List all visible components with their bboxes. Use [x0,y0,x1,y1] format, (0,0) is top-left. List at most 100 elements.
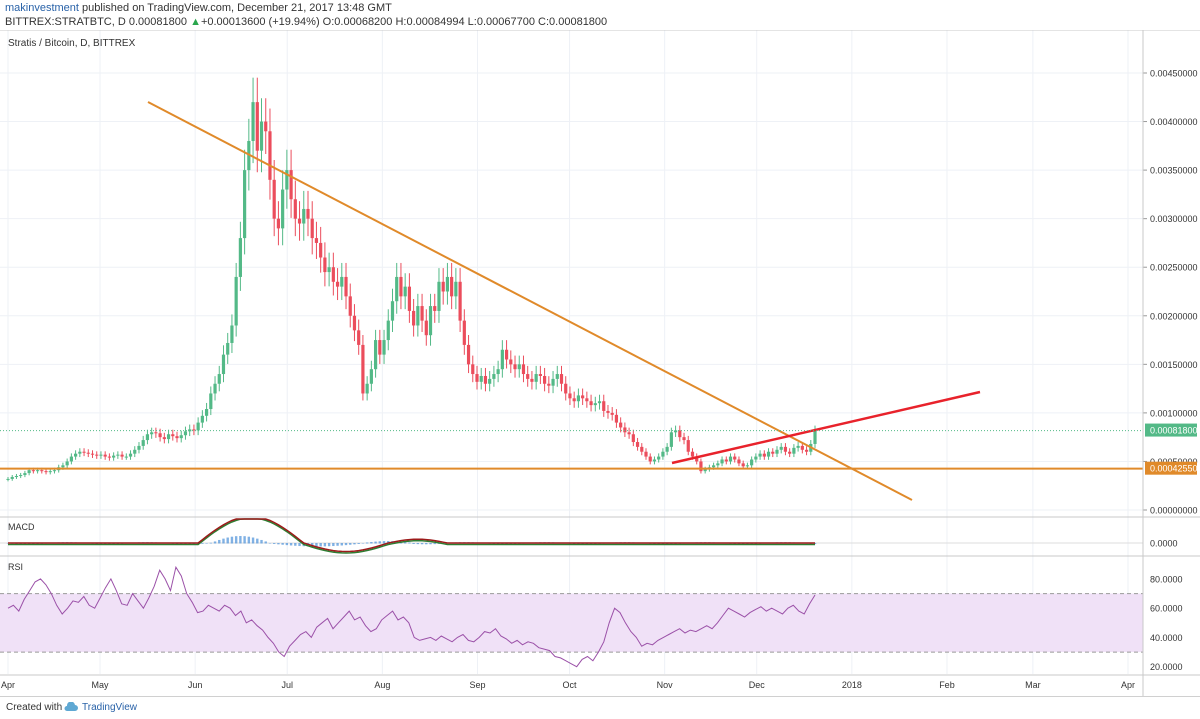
candle-body [741,463,745,467]
candle-body [124,456,128,458]
candle-body [243,170,247,239]
last-price-badge [1145,423,1197,437]
chart-area[interactable]: 0.00450000 0.00400000 0.00350000 0.00300000… [0,30,1200,696]
macd-histogram-bar [285,543,289,546]
candle-body [745,465,750,467]
close-label: C: [538,16,550,28]
candle-body [792,447,796,454]
candle-body [712,465,716,468]
candle-body [627,432,631,435]
candle-body [10,476,14,479]
candle-body [593,403,597,406]
candle-body [297,218,302,224]
macd-pane[interactable] [0,518,1143,555]
support-label: 0.00042550 [1150,464,1198,474]
macd-histogram-bar [357,543,360,544]
candle-body [720,459,724,464]
candle-body [682,437,686,441]
candle-body [788,451,792,454]
last-price-label: 0.00081800 [1150,426,1198,436]
candle-body [369,369,373,384]
candle-body [758,453,762,457]
candle-body [302,208,306,224]
descending-trendline [147,101,913,501]
candle-body [488,378,492,384]
macd-histogram-bar [425,543,428,545]
time-tick-label: Jul [281,680,293,690]
candle-body [568,393,572,399]
candle-body [813,430,817,444]
candle-body [750,459,754,466]
price-axis[interactable]: 0.00450000 0.00400000 0.00350000 0.00300000… [1143,69,1198,673]
time-tick-label: Jun [188,680,203,690]
candle-body [399,276,403,297]
created-with-text: Created with [6,702,63,713]
macd-histogram-bar [315,543,318,547]
candle-body [378,340,382,355]
candle-body [733,456,737,460]
candle-body [166,434,171,440]
candle-body [319,242,323,258]
candle-body [526,374,530,379]
candle-body [289,170,293,200]
candle-body [327,267,331,273]
macd-histogram-bar [336,543,339,546]
macd-histogram-bar [264,541,267,544]
candle-body [602,401,606,411]
candle-body [589,401,593,406]
candle-body [492,374,496,379]
rsi-series [7,565,816,668]
macd-histogram-bar [205,543,208,544]
price-pane[interactable] [0,30,1143,516]
trendline-drawings[interactable] [0,101,1143,501]
candle-body [724,459,728,462]
macd-histogram-bar [294,543,297,546]
candle-body [340,276,344,287]
macd-histogram-bar [251,537,255,544]
rsi-band [0,593,1143,653]
time-tick-label: Oct [563,680,578,690]
candle-body [479,375,483,382]
tradingview-link[interactable]: TradingView [64,700,144,716]
candle-body [728,456,733,462]
candle-body [581,395,585,399]
candle-body [699,461,703,472]
rsi-tick-label: 60.0000 [1150,604,1183,614]
macd-histogram-bar [382,541,386,544]
signal-line [8,518,815,553]
macd-histogram-bar [416,543,420,545]
candle-body [6,478,10,480]
time-tick-label: Mar [1025,680,1041,690]
candle-body [631,434,635,443]
candle-body [65,461,69,466]
macd-histogram-bar [289,543,293,546]
candle-body [323,257,327,273]
candle-body [530,378,534,382]
candle-body [458,281,462,321]
candle-body [572,398,576,402]
tradingview-brand: TradingView [82,702,138,713]
candle-body [661,451,665,457]
candle-body [344,276,348,297]
time-tick-label: Apr [1121,680,1135,690]
candle-body [48,471,52,473]
candle-body [509,359,513,365]
candle-body [95,454,99,456]
candle-body [504,349,509,360]
rsi-tick-label: 40.0000 [1150,633,1183,643]
candle-body [412,310,416,326]
last-price: 0.00081800 [128,16,187,28]
candle-body [716,463,720,466]
time-axis[interactable]: Apr May Jun Jul Aug Sep Oct Nov Dec 2018 Feb Mar Apr [1,680,1135,690]
candle-body [500,349,504,370]
macd-histogram-bar [429,543,432,545]
macd-histogram-bar [353,543,356,545]
candle-body [120,454,124,457]
candle-body [209,393,213,410]
candle-body [171,434,175,437]
macd-histogram-bar [281,543,284,545]
macd-histogram-bar [239,536,242,544]
candle-body [673,430,678,433]
author-link[interactable]: makinvestment [5,2,79,14]
candle-body [534,374,538,382]
